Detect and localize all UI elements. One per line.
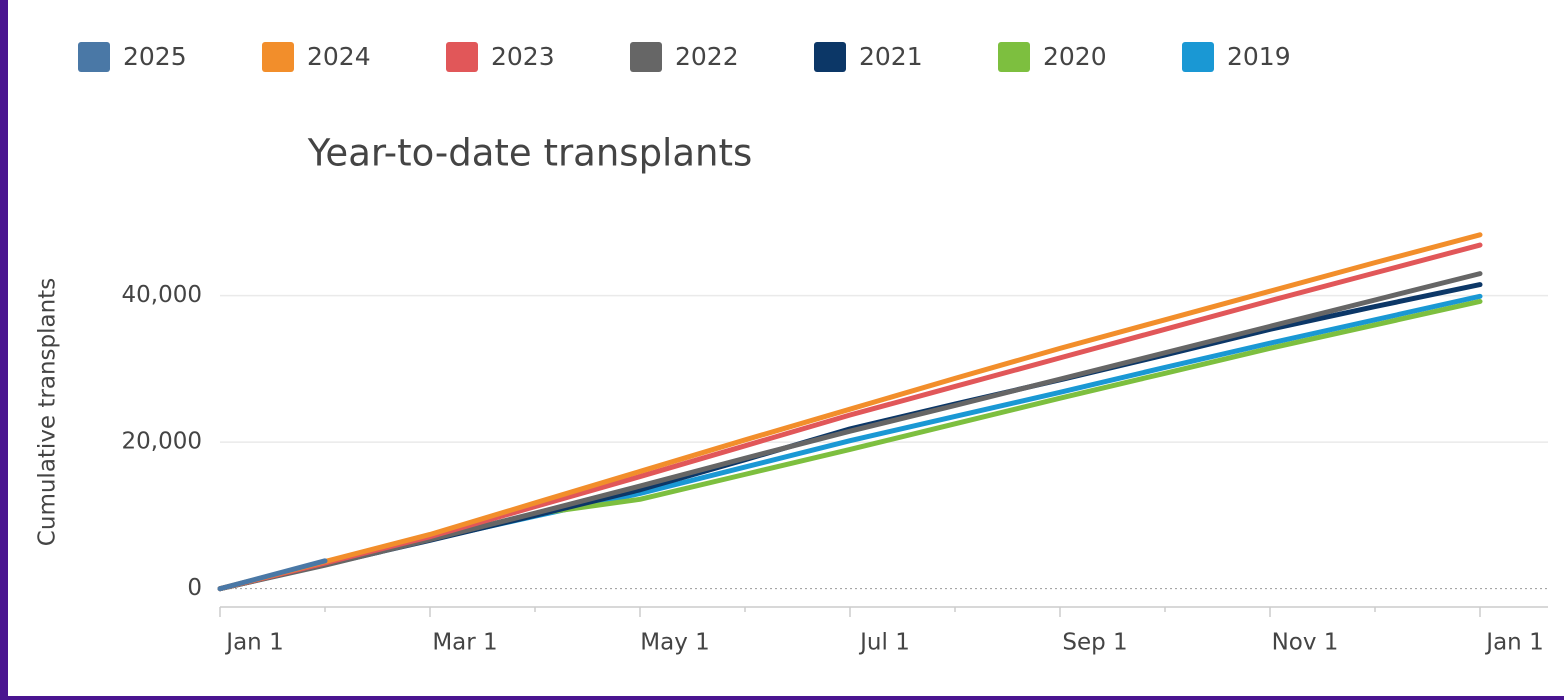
legend-swatch <box>262 42 294 72</box>
legend-item: 2022 <box>630 42 739 72</box>
legend-item: 2021 <box>814 42 923 72</box>
y-axis-label: Cumulative transplants <box>35 278 61 546</box>
legend-swatch <box>1182 42 1214 72</box>
series-line <box>217 558 328 592</box>
x-tick-label: Sep 1 <box>1062 630 1127 656</box>
legend-label: 2025 <box>123 42 187 71</box>
y-tick-label: 40,000 <box>122 282 202 308</box>
x-tick-label: Jan 1 <box>224 630 283 656</box>
chart: Year-to-date transplants Cumulative tran… <box>35 42 1548 656</box>
legend-swatch <box>630 42 662 72</box>
legend-item: 2020 <box>998 42 1107 72</box>
legend-label: 2021 <box>859 42 923 71</box>
x-tick-label: Nov 1 <box>1272 630 1339 656</box>
x-tick-label: Mar 1 <box>432 630 497 656</box>
series-line <box>217 271 1483 592</box>
y-tick-label: 0 <box>187 575 202 601</box>
legend-swatch <box>998 42 1030 72</box>
legend-item: 2023 <box>446 42 555 72</box>
x-tick-label: Jan 1 <box>1484 630 1543 656</box>
legend-label: 2022 <box>675 42 739 71</box>
legend-label: 2019 <box>1227 42 1291 71</box>
page: Year-to-date transplants Cumulative tran… <box>8 0 1564 696</box>
legend-item: 2024 <box>262 42 371 72</box>
y-tick-label: 20,000 <box>122 429 202 455</box>
legend-label: 2020 <box>1043 42 1107 71</box>
x-tick-label: Jul 1 <box>858 630 910 656</box>
legend-swatch <box>814 42 846 72</box>
chart-title: Year-to-date transplants <box>307 132 753 175</box>
legend-swatch <box>446 42 478 72</box>
legend-swatch <box>78 42 110 72</box>
x-tick-label: May 1 <box>640 630 710 656</box>
series-line <box>217 242 1483 592</box>
legend-item: 2019 <box>1182 42 1291 72</box>
legend-label: 2024 <box>307 42 371 71</box>
series-line <box>217 232 1483 592</box>
legend-label: 2023 <box>491 42 555 71</box>
legend-item: 2025 <box>78 42 187 72</box>
